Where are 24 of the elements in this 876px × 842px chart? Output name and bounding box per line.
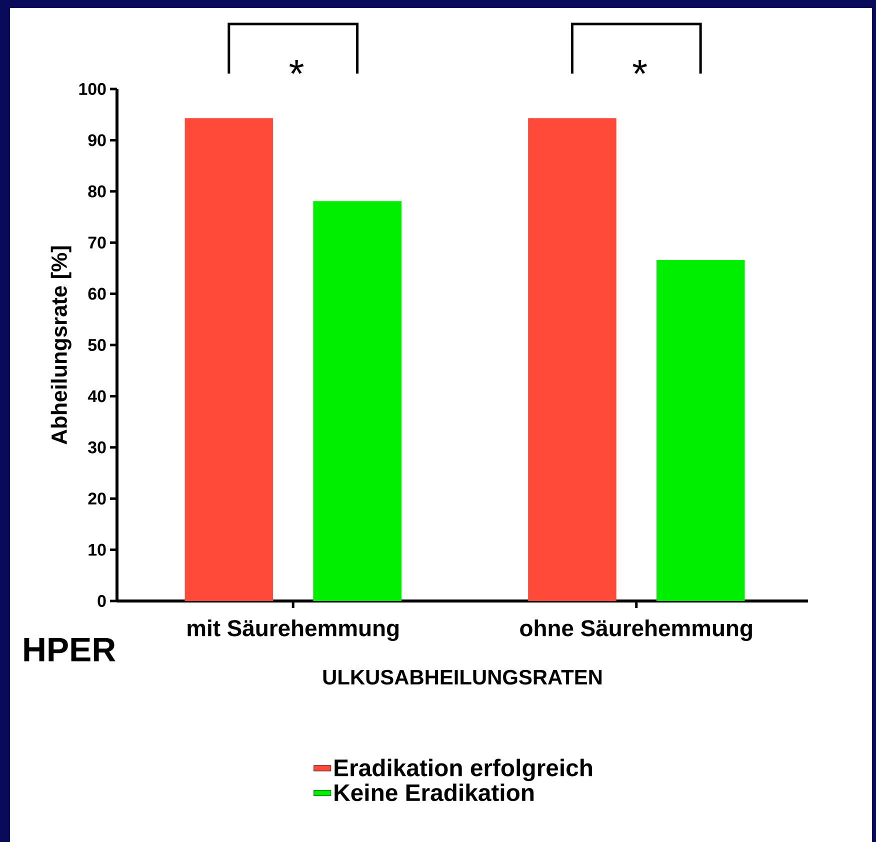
x-tick-label: ohne Säurehemmung	[520, 620, 752, 641]
y-tick-label: 20	[88, 492, 106, 505]
bar	[313, 201, 402, 602]
y-tick-label: 60	[88, 288, 106, 300]
text: *	[632, 60, 647, 74]
y-tick-label: 70	[88, 236, 106, 249]
legend-label: Keine Eradikation	[334, 784, 534, 802]
bar	[656, 260, 745, 602]
y-tick-label: 90	[88, 134, 106, 146]
legend-label: Eradikation erfolgreich	[334, 758, 592, 782]
y-tick-label: 10	[88, 544, 106, 556]
text: HPER	[24, 638, 116, 662]
y-tick-label: 50	[88, 339, 106, 352]
x-tick-label: mit Säurehemmung	[188, 620, 398, 641]
y-tick-label: 80	[88, 185, 106, 198]
y-axis-title: Abheilungsrate [%]	[50, 246, 72, 444]
x-axis-title: ULKUSABHEILUNGSRATEN	[323, 670, 602, 685]
y-tick-label: 0	[98, 595, 106, 608]
bar	[184, 118, 274, 602]
y-tick-label: 30	[88, 441, 106, 454]
y-tick-label: 100	[79, 83, 106, 96]
y-tick-label: 40	[88, 390, 106, 402]
bar	[528, 118, 616, 602]
text: *	[289, 60, 304, 74]
